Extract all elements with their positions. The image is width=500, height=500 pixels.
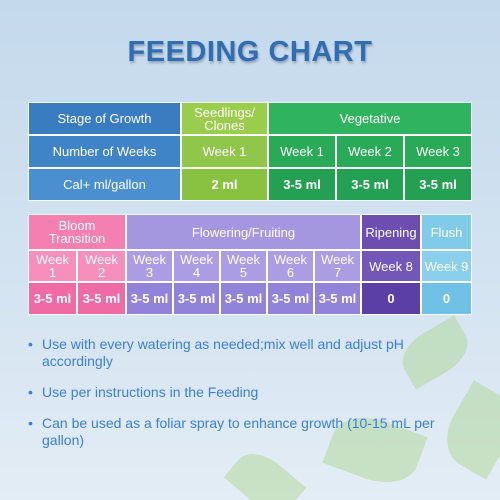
table-cell: Week 5 <box>220 250 267 282</box>
table-cell: Week 3 <box>126 250 173 282</box>
table-cell: Week 9 <box>421 250 472 282</box>
table-cell: Week 2 <box>336 135 404 168</box>
table-cell: 0 <box>421 282 472 315</box>
table-cell: 3-5 ml <box>28 282 77 315</box>
table-cell: 3-5 ml <box>220 282 267 315</box>
table-cell: Flowering/Fruiting <box>126 214 361 250</box>
table-cell: Cal+ ml/gallon <box>28 168 181 201</box>
table-cell: Stage of Growth <box>28 102 181 135</box>
table-cell: Week 8 <box>361 250 421 282</box>
table-cell: Week 2 <box>77 250 126 282</box>
table-cell: Ripening <box>361 214 421 250</box>
note: Use with every watering as needed;mix we… <box>28 336 448 370</box>
table-cell: Number of Weeks <box>28 135 181 168</box>
table-cell: 3-5 ml <box>336 168 404 201</box>
table-cell: Week 7 <box>314 250 361 282</box>
table-cell: Week 3 <box>404 135 472 168</box>
table-cell: 3-5 ml <box>173 282 220 315</box>
table-cell: Seedlings/ Clones <box>181 102 268 135</box>
table-cell: 3-5 ml <box>314 282 361 315</box>
table-cell: Flush <box>421 214 472 250</box>
table-cell: Week 1 <box>28 250 77 282</box>
table-cell: 3-5 ml <box>404 168 472 201</box>
table-cell: Week 1 <box>181 135 268 168</box>
table-cell: Week 1 <box>268 135 336 168</box>
notes: Use with every watering as needed;mix we… <box>28 336 448 463</box>
table-cell: Vegetative <box>268 102 472 135</box>
table-cell: Week 4 <box>173 250 220 282</box>
note: Can be used as a foliar spray to enhance… <box>28 415 448 449</box>
note: Use per instructions in the Feeding <box>28 384 448 401</box>
table-cell: 3-5 ml <box>267 282 314 315</box>
table-cell: 2 ml <box>181 168 268 201</box>
table-cell: 0 <box>361 282 421 315</box>
table-cell: 3-5 ml <box>268 168 336 201</box>
table-cell: Week 6 <box>267 250 314 282</box>
title: FEEDING CHART <box>127 36 373 68</box>
table-cell: 3-5 ml <box>126 282 173 315</box>
table-cell: 3-5 ml <box>77 282 126 315</box>
table-cell: Bloom Transition <box>28 214 126 250</box>
